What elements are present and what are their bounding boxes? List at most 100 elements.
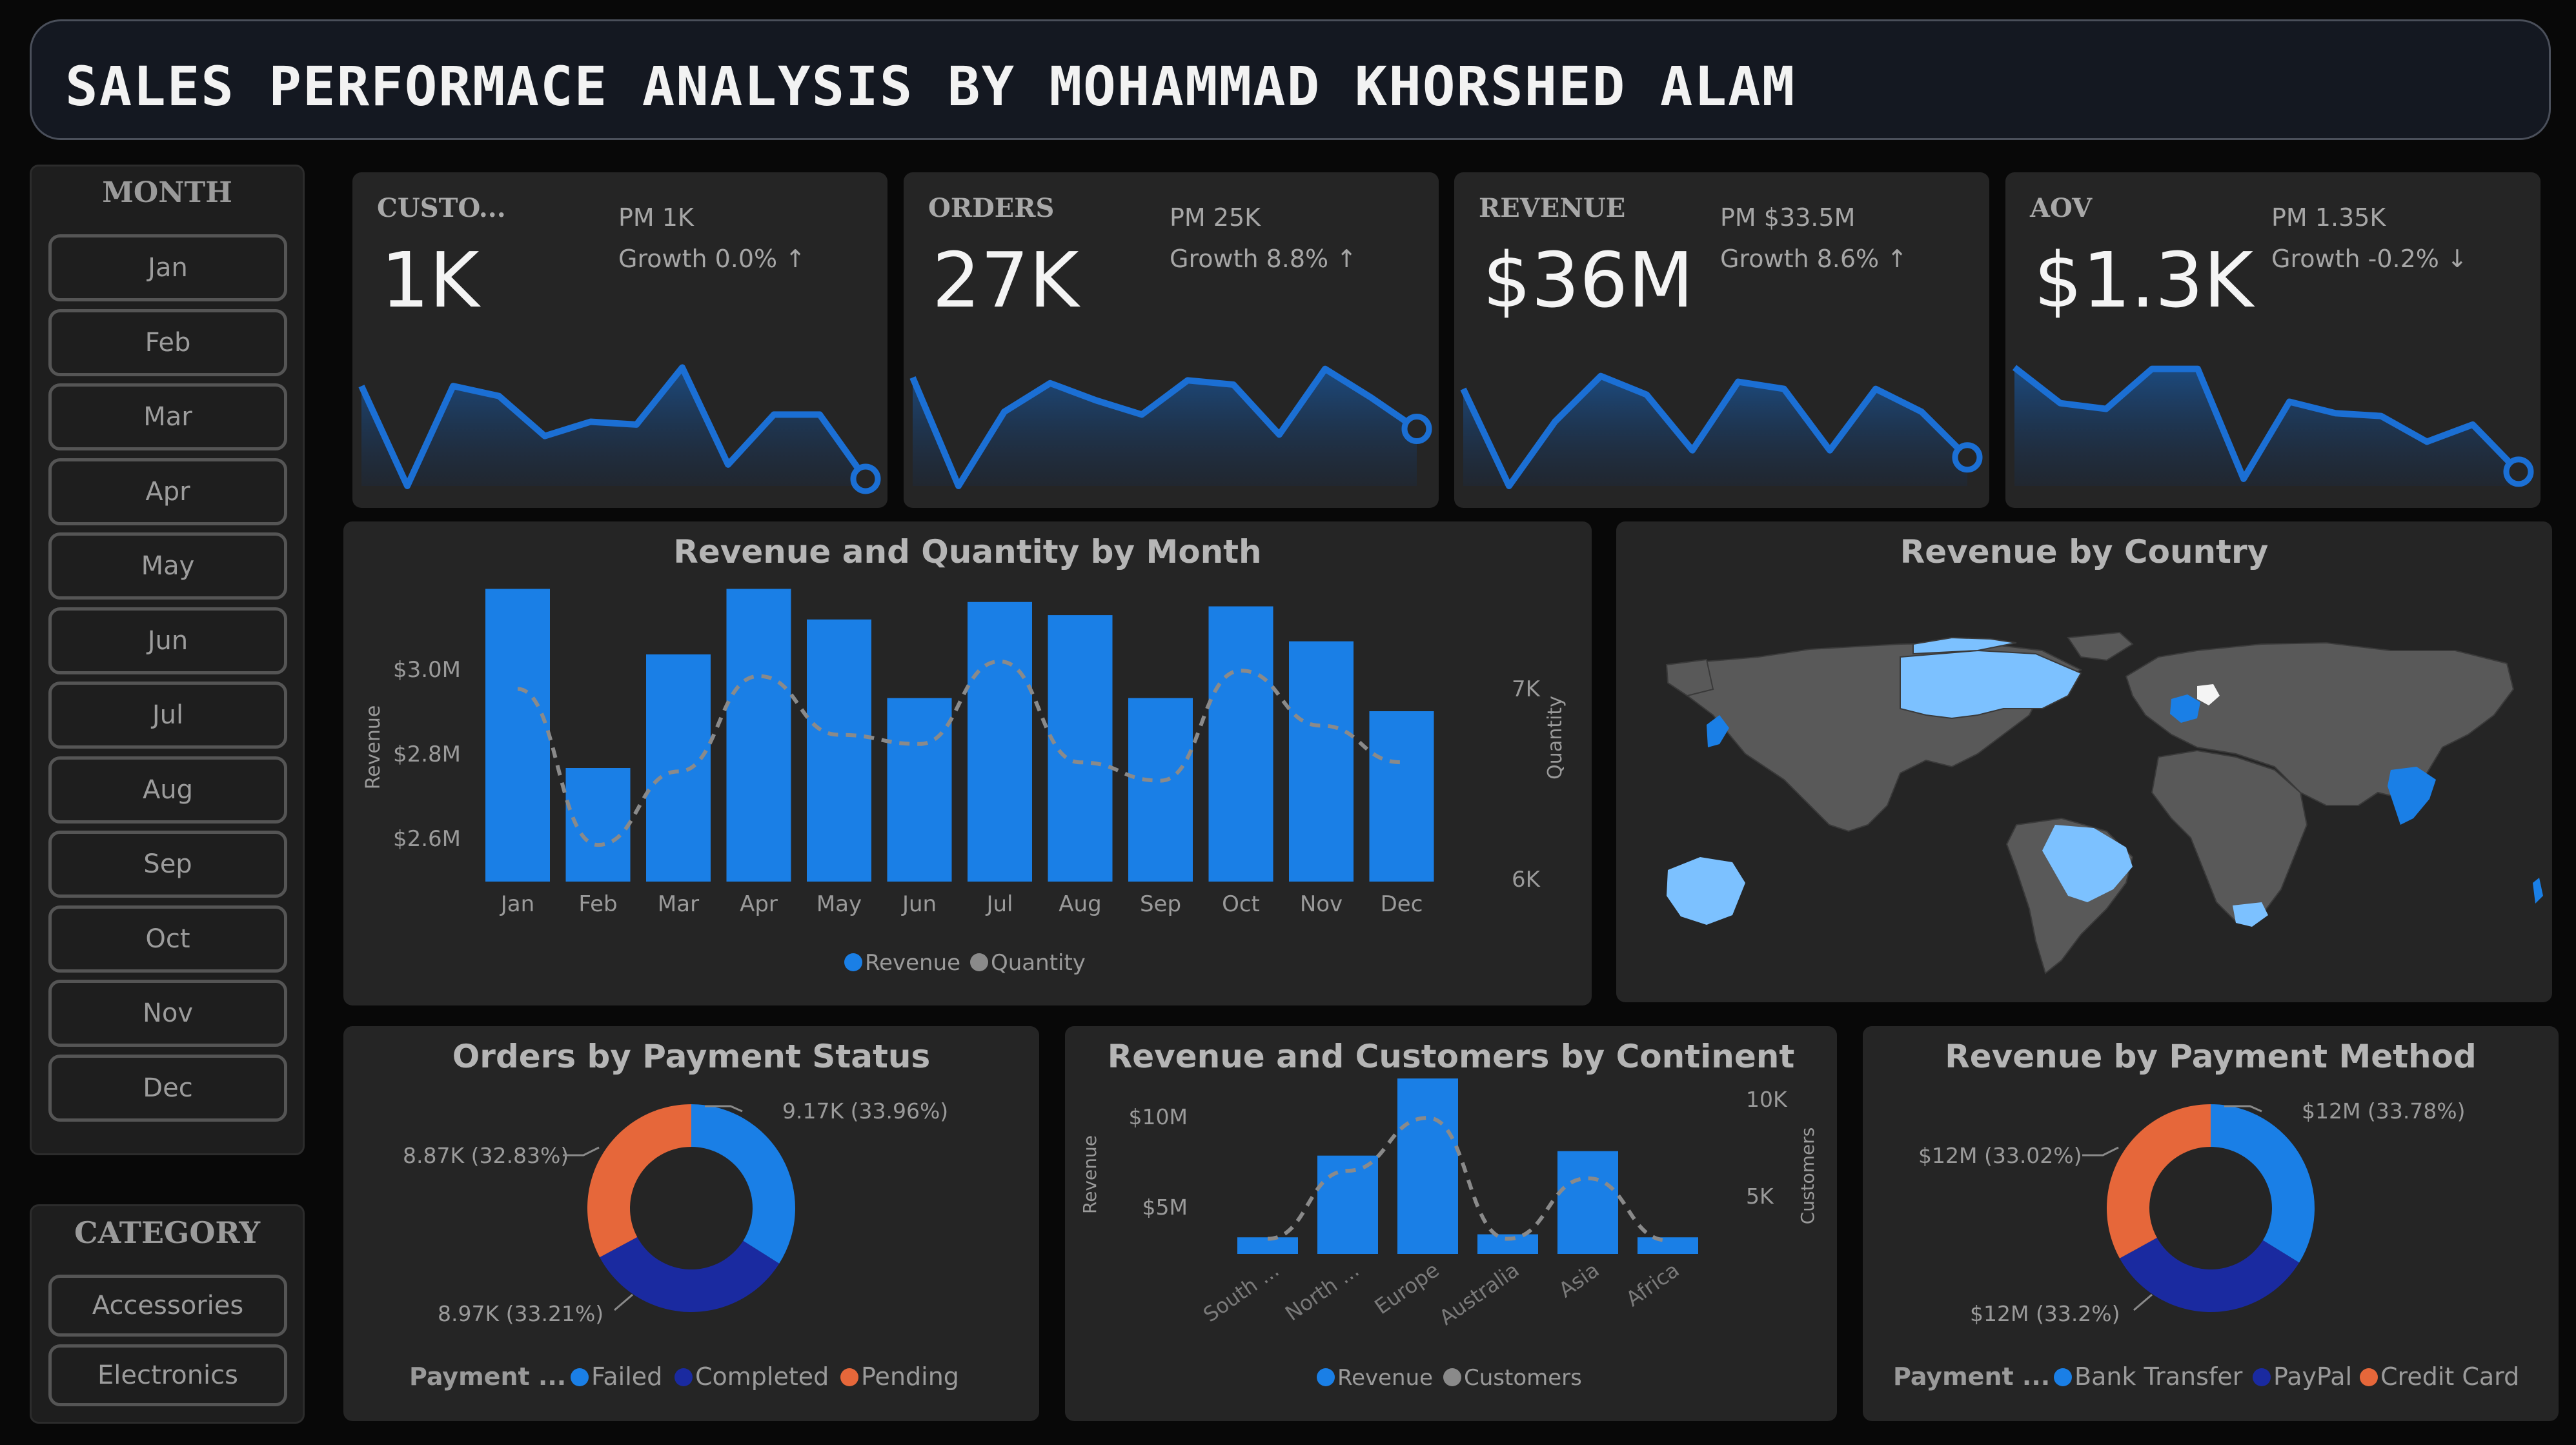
kpi-label: AOV: [2030, 193, 2093, 223]
kpi-growth-row: Growth -0.2% ↓: [2271, 245, 2468, 273]
bar-jun: [887, 698, 952, 882]
legend-swatch-completed: [674, 1368, 693, 1386]
legend-label-quantity: Quantity: [991, 950, 1086, 976]
bar-dec: [1369, 711, 1434, 882]
sparkline-end-marker: [2503, 456, 2534, 487]
x-tick-label: Asia: [1554, 1257, 1604, 1302]
kpi-card-customers: CUSTO... 1K PM 1K Growth 0.0% ↑: [352, 172, 887, 508]
map-country-canada-north: [1912, 636, 2017, 655]
month-item-mar[interactable]: Mar: [48, 383, 287, 450]
bar-aug: [1048, 615, 1113, 882]
legend-label-completed: Completed: [695, 1362, 829, 1391]
sparkline-area: [913, 369, 1417, 486]
bar-continent: [1557, 1151, 1618, 1254]
y2-axis-label: Customers: [1797, 1127, 1818, 1225]
chart-title: Revenue and Quantity by Month: [673, 533, 1262, 571]
map-country-canada: [1900, 649, 2082, 720]
category-slicer: CATEGORY Accessories Electronics: [30, 1204, 305, 1424]
arrow-up-icon: ↑: [1887, 245, 1908, 273]
sparkline-line: [358, 364, 869, 489]
sparkline: [358, 364, 881, 494]
leader-line: [2133, 1293, 2153, 1311]
month-item-jul[interactable]: Jul: [48, 682, 287, 749]
donut-slices: [587, 1104, 795, 1312]
world-map[interactable]: [1616, 521, 2552, 1002]
kpi-growth: Growth 8.6%: [1720, 245, 1880, 273]
month-item-oct[interactable]: Oct: [48, 905, 287, 973]
x-tick-label: Apr: [740, 891, 778, 917]
map-country-south-africa: [2233, 902, 2268, 927]
revenue-by-country-map: Revenue by Country: [1616, 521, 2552, 1002]
kpi-label: REVENUE: [1479, 193, 1626, 223]
kpi-value: $36M: [1483, 236, 1694, 325]
kpi-value: $1.3K: [2034, 236, 2254, 325]
x-tick-label: South ...: [1199, 1257, 1283, 1327]
chart-legend: Revenue Quantity: [844, 950, 1086, 976]
category-item-accessories[interactable]: Accessories: [48, 1275, 287, 1337]
legend-title: Payment ...: [1893, 1362, 2050, 1391]
map-region-greenland: [2067, 631, 2134, 662]
sparkline-end-marker: [850, 463, 881, 494]
slice-label-failed: 9.17K (33.96%): [782, 1098, 948, 1124]
map-country-australia: [1667, 857, 1745, 925]
legend-title: Payment ...: [409, 1362, 566, 1391]
legend-swatch-credit-card: [2360, 1368, 2378, 1386]
bar-sep: [1128, 698, 1193, 882]
donut-slice-failed: [691, 1104, 795, 1264]
kpi-card-orders: ORDERS 27K PM 25K Growth 8.8% ↑: [904, 172, 1439, 508]
bar-nov: [1289, 641, 1354, 882]
month-item-sep[interactable]: Sep: [48, 831, 287, 898]
month-item-jun[interactable]: Jun: [48, 607, 287, 674]
x-tick-label: Europe: [1370, 1257, 1444, 1319]
chart-title: Orders by Payment Status: [452, 1038, 931, 1075]
x-tick-label: Jan: [500, 891, 534, 917]
bar-jan: [485, 589, 550, 882]
bar-continent: [1397, 1078, 1458, 1254]
arrow-up-icon: ↑: [785, 245, 806, 273]
legend-label-credit-card: Credit Card: [2380, 1362, 2519, 1391]
map-country-new-zealand: [2533, 878, 2543, 904]
legend-label-failed: Failed: [591, 1362, 662, 1391]
donut-chart: $12M (33.78%) $12M (33.2%) $12M (33.02%)…: [1893, 1098, 2519, 1391]
chart-title: Revenue by Payment Method: [1945, 1038, 2477, 1075]
month-item-feb[interactable]: Feb: [48, 308, 287, 376]
kpi-growth-row: Growth 8.8% ↑: [1170, 245, 1357, 273]
legend-swatch-quantity: [970, 953, 988, 971]
sparkline: [1460, 372, 1983, 489]
month-item-apr[interactable]: Apr: [48, 458, 287, 525]
title-bar: SALES PERFORMACE ANALYSIS BY MOHAMMAD KH…: [30, 19, 2551, 140]
y2-tick: 5K: [1746, 1184, 1774, 1209]
page-title: SALES PERFORMACE ANALYSIS BY MOHAMMAD KH…: [65, 55, 1796, 118]
month-item-jan[interactable]: Jan: [48, 234, 287, 301]
month-item-may[interactable]: May: [48, 532, 287, 600]
bars: [1237, 1078, 1698, 1254]
month-item-aug[interactable]: Aug: [48, 756, 287, 824]
legend-label-paypal: PayPal: [2273, 1362, 2352, 1391]
sparkline: [2012, 365, 2534, 487]
x-tick-label: Nov: [1300, 891, 1343, 917]
quantity-line: [517, 659, 1402, 847]
legend-swatch-revenue: [844, 953, 862, 971]
donut-slice-completed: [600, 1237, 780, 1312]
y-axis-label: Revenue: [362, 705, 385, 790]
y2-axis-label: Quantity: [1544, 696, 1567, 780]
revenue-by-payment-method-chart: Revenue by Payment Method $12M (33.78%) …: [1863, 1026, 2559, 1421]
x-tick-label: Sep: [1140, 891, 1181, 917]
map-country-france: [2170, 694, 2200, 723]
legend-swatch-revenue: [1317, 1368, 1335, 1386]
month-item-nov[interactable]: Nov: [48, 980, 287, 1047]
kpi-card-revenue: REVENUE $36M PM $33.5M Growth 8.6% ↑: [1454, 172, 1989, 508]
legend-label-bank-transfer: Bank Transfer: [2074, 1362, 2243, 1391]
map-country-brazil: [2042, 825, 2133, 902]
bar-continent: [1638, 1237, 1698, 1254]
orders-by-payment-status-chart: Orders by Payment Status 9.17K (33.96%) …: [343, 1026, 1039, 1421]
kpi-growth: Growth -0.2%: [2271, 245, 2439, 273]
category-item-electronics[interactable]: Electronics: [48, 1344, 287, 1406]
arrow-up-icon: ↑: [1336, 245, 1357, 273]
y2-tick: 7K: [1512, 676, 1541, 702]
bar-jul: [968, 601, 1032, 882]
leader-line: [2082, 1146, 2119, 1157]
bar-mar: [646, 654, 711, 882]
month-item-dec[interactable]: Dec: [48, 1054, 287, 1122]
x-tick-label: Feb: [578, 891, 617, 917]
